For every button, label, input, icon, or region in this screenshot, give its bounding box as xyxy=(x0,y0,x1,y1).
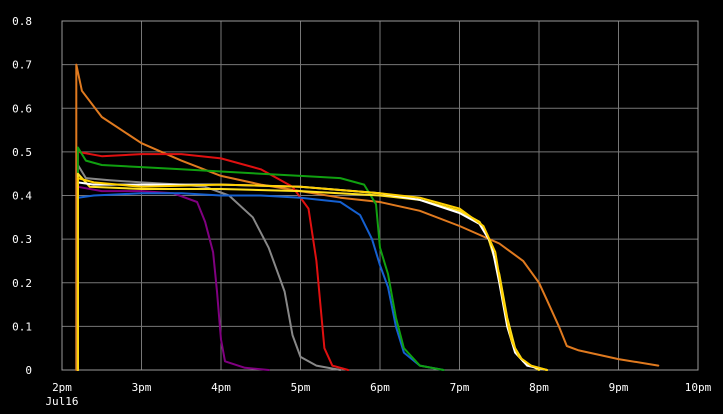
x-tick-label: 4pm xyxy=(211,381,231,394)
x-tick-label: 7pm xyxy=(450,381,470,394)
y-tick-label: 0.7 xyxy=(12,59,32,72)
x-tick-label: 10pm xyxy=(685,381,712,394)
series-line-3 xyxy=(76,185,270,371)
series-line-5 xyxy=(76,192,445,371)
series-line-6 xyxy=(76,146,445,371)
x-tick-label: 5pm xyxy=(291,381,311,394)
x-tick-sublabel: Jul16 xyxy=(45,395,78,408)
x-tick-label: 9pm xyxy=(609,381,629,394)
y-tick-label: 0.4 xyxy=(12,190,32,203)
y-tick-label: 0 xyxy=(25,364,32,377)
series-group xyxy=(75,63,660,371)
y-tick-label: 0.5 xyxy=(12,146,32,159)
x-tick-label: 6pm xyxy=(370,381,390,394)
x-tick-label: 2pm xyxy=(52,381,72,394)
x-tick-label: 8pm xyxy=(529,381,549,394)
series-line-4 xyxy=(76,150,350,371)
y-tick-label: 0.2 xyxy=(12,277,32,290)
series-line-9 xyxy=(76,177,548,371)
series-line-7 xyxy=(76,172,540,371)
y-tick-label: 0.3 xyxy=(12,233,32,246)
y-tick-label: 0.8 xyxy=(12,15,32,28)
x-tick-label: 3pm xyxy=(132,381,152,394)
series-line-1 xyxy=(75,63,660,371)
y-axis-ticks: 0 0.1 0.2 0.3 0.4 0.5 0.6 0.7 0.8 xyxy=(12,15,32,377)
plot-frame xyxy=(61,20,699,371)
y-tick-label: 0.6 xyxy=(12,102,32,115)
y-tick-label: 0.1 xyxy=(12,320,32,333)
